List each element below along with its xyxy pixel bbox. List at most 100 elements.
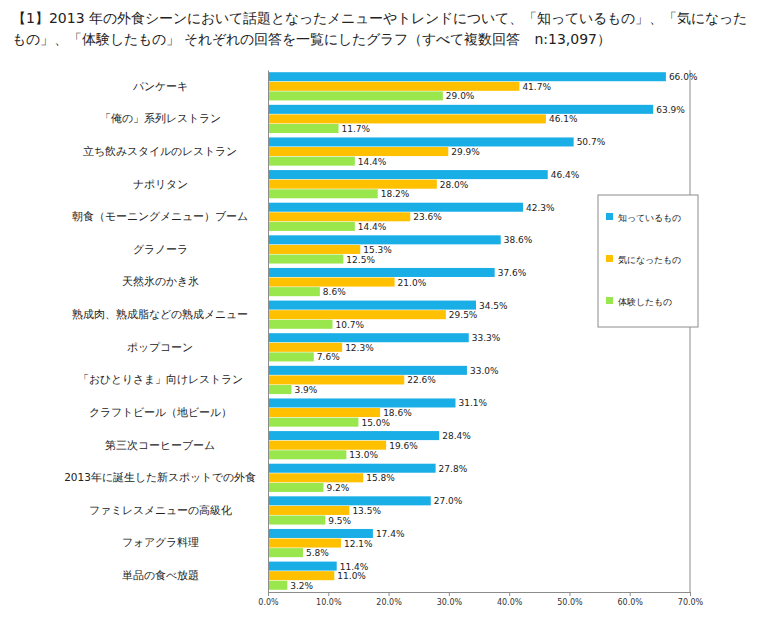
- data-label: 9.5%: [328, 516, 351, 526]
- tick: 40.0%: [497, 592, 523, 607]
- tick-label: 60.0%: [618, 598, 644, 607]
- bar: [268, 189, 378, 198]
- data-label: 29.0%: [446, 91, 475, 101]
- tick-mark: [389, 592, 390, 596]
- tick-label: 30.0%: [437, 598, 463, 607]
- bars: [268, 72, 666, 590]
- bar: [268, 255, 343, 264]
- tick: 30.0%: [437, 592, 463, 607]
- data-label: 12.3%: [345, 343, 374, 353]
- data-label: 18.2%: [381, 189, 410, 199]
- data-label: 34.5%: [479, 301, 508, 311]
- tick: 単品の食べ放題: [122, 569, 269, 581]
- data-label: 46.1%: [549, 114, 578, 124]
- legend-label: 体験したもの: [618, 297, 672, 307]
- tick-label: 0.0%: [258, 598, 279, 607]
- bar: [268, 91, 443, 100]
- tick-label: クラフトビール（地ビール）: [89, 406, 232, 418]
- data-label: 29.9%: [451, 147, 480, 157]
- bar: [268, 529, 373, 538]
- data-label: 9.2%: [326, 483, 349, 493]
- data-label: 37.6%: [498, 268, 527, 278]
- bar: [268, 157, 355, 166]
- tick-mark: [690, 592, 691, 596]
- data-label: 12.5%: [346, 255, 375, 265]
- tick-label: 朝食（モーニングメニュー）ブーム: [72, 210, 248, 222]
- tick-label: ファミレスメニューの高級化: [89, 504, 232, 516]
- tick: 朝食（モーニングメニュー）ブーム: [72, 210, 268, 222]
- bar: [268, 310, 446, 319]
- bar: [268, 72, 666, 81]
- tick: 0.0%: [258, 592, 279, 607]
- tick-label: 第三次コーヒーブーム: [105, 439, 215, 451]
- data-label: 10.7%: [336, 320, 365, 330]
- bar: [268, 548, 303, 557]
- bar: [268, 105, 653, 114]
- data-label: 15.8%: [366, 473, 395, 483]
- tick-label: 20.0%: [376, 598, 402, 607]
- tick: フォアグラ料理: [122, 536, 269, 548]
- data-label: 3.2%: [290, 581, 313, 591]
- bar: [268, 418, 358, 427]
- data-label: 21.0%: [398, 278, 427, 288]
- tick: 天然氷のかき氷: [122, 275, 269, 287]
- tick-label: 「俺の」系列レストラン: [100, 112, 221, 124]
- bar: [268, 287, 320, 296]
- data-label: 33.3%: [472, 333, 501, 343]
- tick-label: 70.0%: [678, 598, 704, 607]
- bar: [268, 235, 501, 244]
- data-label: 63.9%: [656, 105, 685, 115]
- bar: [268, 450, 346, 459]
- axis-line: [269, 593, 691, 597]
- data-label: 17.4%: [376, 529, 405, 539]
- tick: 「俺の」系列レストラン: [100, 112, 269, 124]
- tick: グラノーラ: [133, 243, 269, 255]
- tick: ナポリタン: [133, 178, 269, 190]
- legend: 知っているもの気になったもの体験したもの: [598, 195, 698, 327]
- data-label: 13.5%: [352, 506, 381, 516]
- tick: クラフトビール（地ビール）: [89, 406, 269, 418]
- tick: ポップコーン: [127, 341, 268, 353]
- bar: [268, 147, 448, 156]
- tick-label: ポップコーン: [127, 341, 193, 353]
- axis-line: [268, 71, 269, 593]
- tick-label: 40.0%: [497, 598, 523, 607]
- bar: [268, 516, 325, 525]
- data-label: 41.7%: [522, 82, 551, 92]
- bar: [268, 124, 339, 133]
- bar: [268, 137, 574, 146]
- bar: [268, 170, 548, 179]
- tick: 60.0%: [618, 592, 644, 607]
- bar: [268, 222, 355, 231]
- tick: 「おひとりさま」向けレストラン: [78, 373, 269, 386]
- legend-swatch: [606, 297, 613, 304]
- legend-label: 気になったもの: [618, 255, 681, 265]
- bar: [268, 245, 360, 254]
- data-label: 50.7%: [577, 137, 606, 147]
- bar: [268, 366, 467, 375]
- tick-mark: [630, 592, 631, 596]
- data-label: 8.6%: [323, 287, 346, 297]
- data-label: 15.3%: [363, 245, 392, 255]
- legend-swatch: [606, 255, 613, 262]
- tick: 2013年に誕生した新スポットでの外食: [64, 471, 268, 483]
- tick-mark: [569, 592, 570, 596]
- data-label: 15.0%: [361, 418, 390, 428]
- data-label: 38.6%: [504, 235, 533, 245]
- bar: [268, 82, 519, 91]
- bar: [268, 114, 546, 123]
- bar: [268, 278, 395, 287]
- bar: [268, 464, 436, 473]
- data-label: 28.4%: [442, 431, 471, 441]
- tick: パンケーキ: [132, 80, 269, 92]
- data-label: 28.0%: [440, 180, 469, 190]
- tick-mark: [268, 592, 269, 596]
- bar: [268, 180, 437, 189]
- data-label: 66.0%: [669, 72, 698, 82]
- data-label: 22.6%: [407, 375, 436, 385]
- bar: [268, 539, 341, 548]
- bar: [268, 301, 476, 310]
- tick-mark: [328, 592, 329, 596]
- tick-label: グラノーラ: [133, 243, 188, 255]
- tick-label: 10.0%: [316, 598, 342, 607]
